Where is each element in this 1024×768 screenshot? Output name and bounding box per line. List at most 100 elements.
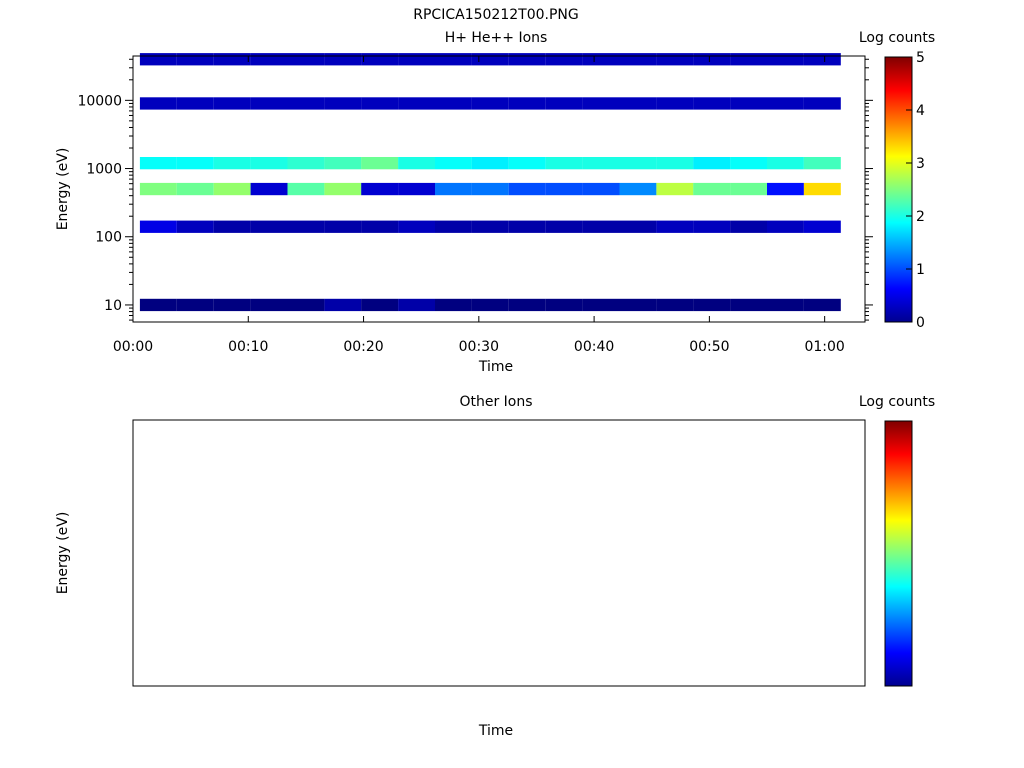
heatmap-cell: [287, 53, 325, 66]
heatmap-cell: [176, 157, 214, 170]
heatmap-cell: [656, 182, 694, 196]
heatmap-cell: [582, 182, 620, 196]
x-tick-label: 00:50: [689, 339, 729, 355]
y-axis-ticks: 10 100 1000 10000: [77, 58, 873, 321]
heatmap-cell: [693, 53, 731, 66]
heatmap-cell: [545, 298, 583, 312]
heatmap-cell: [656, 298, 694, 312]
heatmap-cell: [250, 53, 288, 66]
heatmap-cell: [361, 157, 399, 170]
heatmap-cell: [213, 157, 251, 170]
heatmap-cell: [435, 182, 472, 196]
heatmap-cell: [582, 53, 620, 66]
heatmap-cell: [693, 298, 731, 312]
heatmap-cell: [767, 298, 804, 312]
heatmap-cell: [803, 53, 841, 66]
heatmap-cell: [693, 157, 731, 170]
colorbar: [884, 56, 913, 323]
heatmap-cell: [250, 157, 288, 170]
heatmap-cell: [545, 53, 583, 66]
heatmap-cell: [435, 298, 472, 312]
heatmap-cell: [398, 298, 435, 312]
heatmap-cell: [139, 53, 177, 66]
heatmap-cell: [656, 53, 694, 66]
heatmap-cell: [693, 220, 731, 233]
heatmap-cell: [767, 220, 804, 233]
heatmap-cell: [545, 220, 583, 233]
y-tick-label: 10000: [77, 93, 122, 109]
heatmap-cell: [361, 182, 399, 196]
panel-title: Other Ions: [459, 394, 532, 410]
heatmap-cell: [250, 182, 288, 196]
heatmap-cell: [803, 182, 841, 196]
heatmap-cell: [176, 97, 214, 110]
heatmap-cell: [213, 97, 251, 110]
heatmap-cell: [213, 298, 251, 312]
heatmap-cell: [287, 157, 325, 170]
heatmap-cell: [730, 97, 767, 110]
plot-frame: [132, 419, 866, 687]
heatmap-cell: [398, 157, 435, 170]
heatmap-cell: [619, 220, 657, 233]
heatmap-cell: [324, 220, 362, 233]
heatmap-cell: [545, 97, 583, 110]
x-axis-label: Time: [478, 359, 513, 375]
panel-other-ions: Other Ions Log counts Time Energy (eV): [55, 394, 935, 739]
heatmap-cell: [287, 97, 325, 110]
heatmap-cell: [730, 182, 767, 196]
heatmap-cell: [767, 53, 804, 66]
heatmap-cell: [324, 157, 362, 170]
heatmap-cell: [656, 97, 694, 110]
heatmap-cell: [250, 97, 288, 110]
heatmap-cell: [176, 298, 214, 312]
heatmap-cell: [176, 220, 214, 233]
heatmap-cell: [730, 220, 767, 233]
y-tick-label: 10: [104, 298, 122, 314]
heatmap-cell: [803, 97, 841, 110]
heatmap-cell: [582, 298, 620, 312]
x-tick-label: 00:20: [343, 339, 383, 355]
heatmap-cell: [730, 53, 767, 66]
heatmap-cell: [139, 182, 177, 196]
heatmap-cell: [324, 53, 362, 66]
heatmap-cell: [508, 182, 546, 196]
x-tick-label: 00:00: [113, 339, 153, 355]
colorbar-tick-label: 0: [916, 315, 925, 331]
heatmap-cell: [324, 298, 362, 312]
colorbar-tick-label: 3: [916, 156, 925, 172]
panel-title: H+ He++ Ions: [445, 30, 548, 46]
heatmap-cell: [803, 298, 841, 312]
heatmap-cell: [398, 53, 435, 66]
heatmap-cell: [213, 182, 251, 196]
heatmap-cell: [693, 97, 731, 110]
heatmap-cell: [250, 298, 288, 312]
heatmap-cell: [324, 97, 362, 110]
y-tick-label: 1000: [86, 162, 122, 178]
x-axis-ticks: 00:00 00:10 00:20 00:30 00:40 00:50 01:00: [113, 56, 845, 355]
heatmap-cell: [361, 97, 399, 110]
heatmap-cell: [213, 53, 251, 66]
heatmap-cell: [435, 97, 472, 110]
colorbar-label: Log counts: [859, 394, 935, 410]
heatmap-cell: [213, 220, 251, 233]
heatmap-cell: [803, 157, 841, 170]
x-axis-label: Time: [478, 723, 513, 739]
heatmap-cell: [508, 53, 546, 66]
heatmap-cell: [508, 298, 546, 312]
heatmap-cell: [139, 220, 177, 233]
colorbar-label: Log counts: [859, 30, 935, 46]
heatmap-cell: [361, 53, 399, 66]
heatmap-cell: [398, 182, 435, 196]
heatmap-cell: [435, 53, 472, 66]
heatmap-cell: [139, 157, 177, 170]
heatmap-cell: [471, 298, 509, 312]
colorbar-tick-label: 2: [916, 209, 925, 225]
heatmap-cell: [693, 182, 731, 196]
x-tick-label: 00:10: [228, 339, 268, 355]
heatmap-cell: [508, 97, 546, 110]
heatmap-cell: [767, 157, 804, 170]
heatmap-cell: [471, 182, 509, 196]
heatmap-cell: [508, 220, 546, 233]
heatmap-cell: [176, 53, 214, 66]
heatmap-cell: [250, 220, 288, 233]
